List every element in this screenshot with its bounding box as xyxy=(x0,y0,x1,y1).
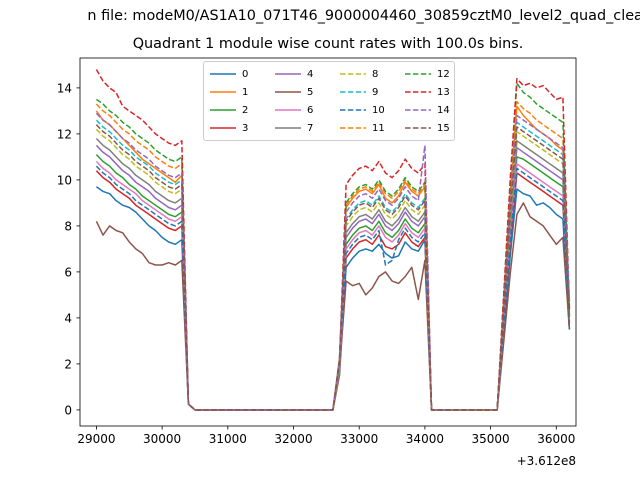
x-tick-label: 31000 xyxy=(209,432,247,446)
legend-item-6: 6 xyxy=(275,103,313,117)
legend-label: 10 xyxy=(372,104,385,116)
y-tick-label: 14 xyxy=(57,81,72,95)
legend-item-3: 3 xyxy=(210,121,248,135)
legend-label: 15 xyxy=(437,122,450,134)
legend-item-11: 11 xyxy=(340,121,385,135)
legend-label: 14 xyxy=(437,104,450,116)
legend-item-2: 2 xyxy=(210,103,248,117)
y-tick-label: 4 xyxy=(64,311,72,325)
legend-label: 5 xyxy=(307,86,314,98)
legend-swatch-6 xyxy=(275,109,301,111)
x-tick-label: 35000 xyxy=(472,432,510,446)
legend-label: 11 xyxy=(372,122,385,134)
legend-label: 4 xyxy=(307,68,314,80)
y-tick-label: 8 xyxy=(64,219,72,233)
legend-swatch-5 xyxy=(275,91,301,93)
legend-item-0: 0 xyxy=(210,67,248,81)
legend-swatch-4 xyxy=(275,73,301,75)
x-offset-label: +3.612e8 xyxy=(517,454,576,468)
legend-label: 9 xyxy=(372,86,379,98)
x-tick-label: 33000 xyxy=(340,432,378,446)
legend-label: 6 xyxy=(307,104,314,116)
y-tick-label: 6 xyxy=(64,265,72,279)
series-line-11 xyxy=(95,100,571,411)
legend-swatch-12 xyxy=(405,73,431,75)
legend-item-14: 14 xyxy=(405,103,450,117)
legend-swatch-11 xyxy=(340,127,366,129)
legend-label: 3 xyxy=(242,122,249,134)
series-line-9 xyxy=(95,119,571,411)
axes: 29000 30000 31000 32000 33000 34000 35000 36000… xyxy=(57,57,577,468)
legend-swatch-3 xyxy=(210,127,236,129)
legend-label: 12 xyxy=(437,68,450,80)
legend-item-4: 4 xyxy=(275,67,313,81)
legend-item-13: 13 xyxy=(405,85,450,99)
series-line-15 xyxy=(95,124,571,411)
series-line-7 xyxy=(95,137,571,411)
y-tick-label: 10 xyxy=(57,173,72,187)
x-tick-label: 30000 xyxy=(143,432,181,446)
legend-swatch-9 xyxy=(340,91,366,93)
legend-item-10: 10 xyxy=(340,103,385,117)
series-line-0 xyxy=(95,186,571,411)
x-tick-label: 34000 xyxy=(406,432,444,446)
legend-label: 13 xyxy=(437,86,450,98)
legend-item-8: 8 xyxy=(340,67,378,81)
series-line-4 xyxy=(95,144,571,411)
x-tick-label: 32000 xyxy=(274,432,312,446)
series-line-1 xyxy=(95,105,571,411)
suptitle-text: n file: modeM0/AS1A10_071T46_9000004460_… xyxy=(87,8,640,24)
series-line-8 xyxy=(95,128,571,411)
legend-swatch-1 xyxy=(210,91,236,93)
legend-swatch-8 xyxy=(340,73,366,75)
x-tick-label: 36000 xyxy=(537,432,575,446)
legend-item-1: 1 xyxy=(210,85,248,99)
legend: 0 1 2 3 4 5 6 7 8 9 10 11 12 13 14 15 xyxy=(203,61,455,141)
chart-title: Quadrant 1 module wise count rates with … xyxy=(132,36,524,52)
legend-label: 2 xyxy=(242,104,249,116)
legend-swatch-2 xyxy=(210,109,236,111)
legend-item-12: 12 xyxy=(405,67,450,81)
legend-swatch-10 xyxy=(340,109,366,111)
y-tick-label: 12 xyxy=(57,127,72,141)
legend-swatch-15 xyxy=(405,127,431,129)
legend-label: 8 xyxy=(372,68,379,80)
legend-label: 1 xyxy=(242,86,249,98)
axes-frame xyxy=(79,57,577,427)
legend-item-9: 9 xyxy=(340,85,378,99)
legend-swatch-0 xyxy=(210,73,236,75)
legend-swatch-7 xyxy=(275,127,301,129)
legend-item-5: 5 xyxy=(275,85,313,99)
legend-item-7: 7 xyxy=(275,121,313,135)
series-group xyxy=(95,69,571,411)
series-line-10 xyxy=(95,165,571,411)
y-tick-label: 2 xyxy=(64,357,72,371)
legend-label: 7 xyxy=(307,122,314,134)
y-tick-label: 0 xyxy=(64,403,72,417)
legend-swatch-14 xyxy=(405,109,431,111)
legend-item-15: 15 xyxy=(405,121,450,135)
legend-label: 0 xyxy=(242,68,249,80)
plot-area xyxy=(95,69,571,411)
x-tick-label: 29000 xyxy=(77,432,115,446)
series-line-2 xyxy=(95,154,571,411)
legend-swatch-13 xyxy=(405,91,431,93)
